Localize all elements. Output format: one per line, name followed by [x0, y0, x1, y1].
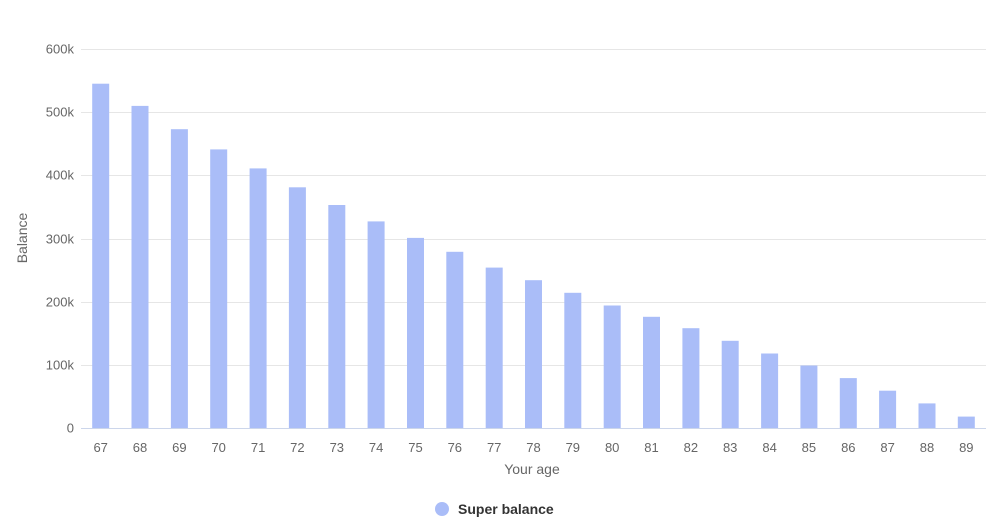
x-tick-label: 83	[723, 440, 737, 455]
x-tick-label: 67	[93, 440, 107, 455]
x-tick-label: 82	[684, 440, 698, 455]
x-tick-label: 87	[880, 440, 894, 455]
legend-label: Super balance	[458, 501, 554, 517]
x-tick-label: 76	[448, 440, 462, 455]
bar-age-81[interactable]	[643, 316, 660, 428]
bar-age-83[interactable]	[721, 340, 739, 428]
x-tick-label: 74	[369, 440, 383, 455]
x-tick-label: 86	[841, 440, 855, 455]
bar-age-77[interactable]	[485, 267, 503, 428]
legend-item-super-balance[interactable]: Super balance	[435, 501, 554, 517]
x-tick-label: 68	[133, 440, 147, 455]
y-tick-label: 0	[67, 421, 74, 436]
bar-age-69[interactable]	[170, 129, 188, 428]
x-tick-label: 89	[959, 440, 973, 455]
x-tick-label: 77	[487, 440, 501, 455]
legend-marker	[435, 502, 449, 516]
y-axis-ticks: 0 100k 200k 300k 400k 500k 600k	[46, 42, 75, 436]
bar-age-74[interactable]	[367, 221, 385, 428]
bar-age-75[interactable]	[407, 237, 424, 428]
bar-age-82[interactable]	[682, 328, 700, 428]
x-tick-label: 85	[802, 440, 816, 455]
bars	[92, 83, 975, 429]
x-axis-ticks: 67 68 69 70 71 72 73 74 75 76 77 78 79 80 81 82 83 84 85 86…	[93, 440, 973, 455]
x-tick-label: 73	[330, 440, 344, 455]
x-tick-label: 75	[408, 440, 422, 455]
bar-age-87[interactable]	[879, 390, 897, 428]
bar-age-79[interactable]	[564, 292, 582, 428]
bar-age-86[interactable]	[839, 378, 857, 428]
bar-age-72[interactable]	[288, 187, 306, 428]
y-tick-label: 200k	[46, 295, 75, 310]
y-axis-title: Balance	[14, 212, 30, 263]
x-tick-label: 78	[526, 440, 540, 455]
y-tick-label: 500k	[46, 105, 75, 120]
grid-lines	[81, 49, 986, 366]
x-tick-label: 80	[605, 440, 619, 455]
x-tick-label: 84	[762, 440, 776, 455]
x-tick-label: 72	[290, 440, 304, 455]
bar-age-68[interactable]	[131, 105, 149, 429]
bar-age-89[interactable]	[957, 416, 975, 428]
bar-age-73[interactable]	[328, 205, 346, 428]
x-axis-title: Your age	[504, 461, 560, 477]
bar-age-78[interactable]	[525, 280, 542, 428]
y-tick-label: 300k	[46, 232, 75, 247]
bar-age-88[interactable]	[918, 403, 936, 428]
x-tick-label: 71	[251, 440, 265, 455]
y-tick-label: 100k	[46, 358, 75, 373]
bar-age-70[interactable]	[210, 149, 228, 428]
y-tick-label: 600k	[46, 42, 75, 57]
bar-age-76[interactable]	[446, 251, 464, 428]
bar-age-71[interactable]	[249, 168, 267, 428]
x-tick-label: 79	[566, 440, 580, 455]
y-tick-label: 400k	[46, 168, 75, 183]
x-tick-label: 81	[644, 440, 658, 455]
x-tick-label: 88	[920, 440, 934, 455]
bar-age-80[interactable]	[603, 305, 621, 429]
x-tick-label: 70	[211, 440, 225, 455]
x-tick-label: 69	[172, 440, 186, 455]
bar-age-67[interactable]	[92, 83, 110, 428]
bar-age-84[interactable]	[761, 353, 779, 429]
bar-age-85[interactable]	[800, 365, 818, 429]
